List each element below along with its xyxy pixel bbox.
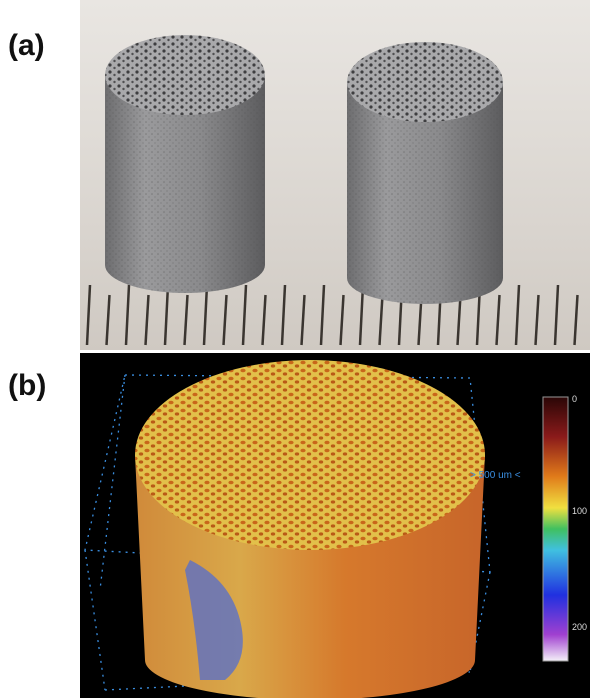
- sample-ct: [135, 360, 485, 698]
- panel-label: (a): [8, 29, 45, 62]
- colorbar-tick: 100: [572, 506, 587, 516]
- sample-left: [105, 35, 265, 293]
- colorbar-tick: 200: [572, 622, 587, 632]
- colorbar: [543, 397, 568, 661]
- sample-right: [347, 42, 503, 304]
- colorbar-tick: 0: [572, 394, 577, 404]
- scale-label: > 500 um <: [470, 470, 521, 481]
- figure: (a) > 500 um < 0 100 200 (b): [0, 0, 590, 698]
- panel-label: (b): [8, 369, 46, 402]
